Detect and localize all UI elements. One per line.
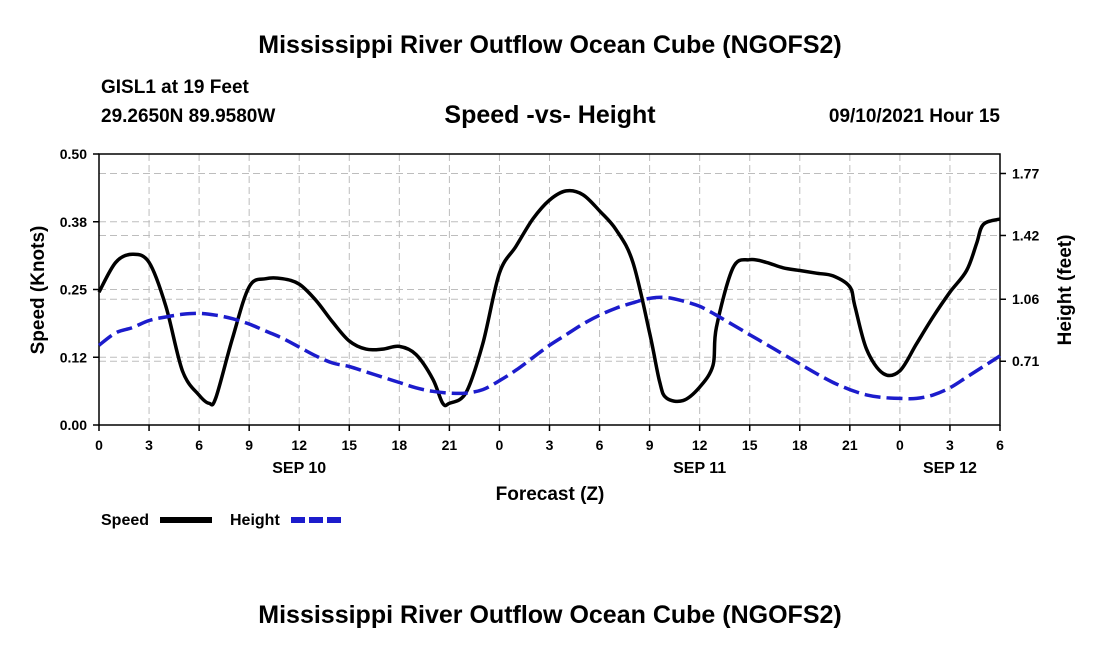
x-tick-label: 12 [291, 437, 307, 453]
date-label: SEP 11 [673, 460, 726, 477]
legend-label-height: Height [230, 512, 280, 529]
forecast-datetime: 09/10/2021 Hour 15 [828, 106, 1000, 127]
legend: Speed Height [101, 512, 343, 529]
x-tick-label: 9 [646, 437, 654, 453]
series-speed-line [97, 188, 1001, 408]
date-label: SEP 10 [272, 460, 326, 477]
x-tick-label: 15 [341, 437, 357, 453]
chart-subtitle: Speed -vs- Height [444, 101, 656, 129]
legend-label-speed: Speed [101, 512, 149, 529]
x-tick-label: 9 [245, 437, 253, 453]
series-lines [97, 188, 1001, 408]
x-tick-label: 0 [95, 437, 103, 453]
chart-title: Mississippi River Outflow Ocean Cube (NG… [258, 31, 842, 59]
x-tick-label: 18 [392, 437, 408, 453]
y-tick-label: 0.50 [60, 146, 87, 162]
y-tick-label: 0.25 [60, 282, 87, 298]
x-tick-label: 3 [145, 437, 153, 453]
x-tick-label: 21 [842, 437, 858, 453]
station-coords: 29.2650N 89.9580W [101, 106, 276, 127]
y-tick-label: 0.38 [60, 214, 87, 230]
x-tick-label: 15 [742, 437, 758, 453]
axes: 0 3 6 9 12 15 18 21 0 3 6 9 12 15 18 21 0 3 6 SEP 10 SEP 11 S… [60, 146, 1040, 477]
x-axis-label: Forecast (Z) [496, 484, 605, 505]
x-tick-label: 3 [946, 437, 954, 453]
x-tick-label: 0 [896, 437, 904, 453]
y2-tick-label: 1.77 [1012, 165, 1039, 181]
y-tick-label: 0.00 [60, 417, 87, 433]
station-label: GISL1 at 19 Feet [101, 77, 249, 98]
x-tick-label: 18 [792, 437, 808, 453]
series-height-line [97, 295, 1001, 401]
x-tick-label: 6 [996, 437, 1004, 453]
x-tick-label: 3 [546, 437, 554, 453]
x-tick-label: 12 [692, 437, 708, 453]
y-axis-label: Speed (Knots) [28, 226, 49, 355]
x-tick-label: 21 [442, 437, 458, 453]
x-tick-label: 6 [195, 437, 203, 453]
y2-tick-label: 0.71 [1012, 353, 1039, 369]
date-label: SEP 12 [923, 460, 977, 477]
y-tick-label: 0.12 [60, 349, 87, 365]
y2-tick-label: 1.42 [1012, 227, 1039, 243]
grid-lines [99, 154, 1000, 425]
y2-axis-label: Height (feet) [1055, 235, 1076, 346]
x-tick-label: 6 [596, 437, 604, 453]
x-tick-label: 0 [496, 437, 504, 453]
y2-tick-label: 1.06 [1012, 291, 1039, 307]
footer-title: Mississippi River Outflow Ocean Cube (NG… [258, 601, 842, 629]
